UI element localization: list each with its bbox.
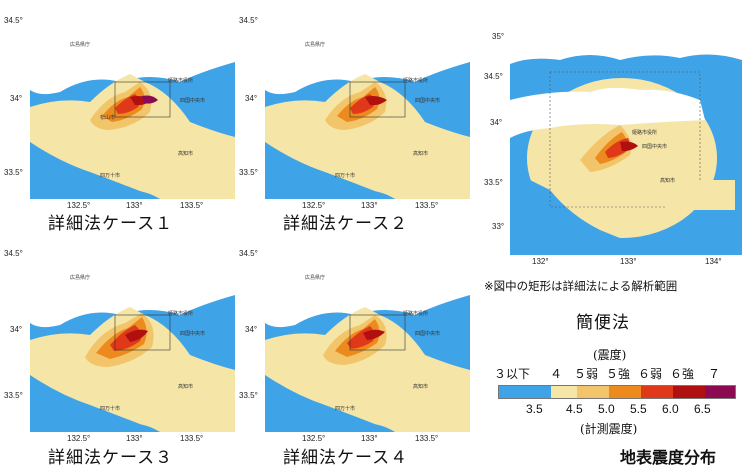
legend-value-2: 4.5 — [566, 402, 583, 416]
legend-color-bar — [498, 385, 736, 399]
y-tick-2: 34° — [10, 94, 23, 103]
svg-text:姫路市役所: 姫路市役所 — [168, 310, 193, 317]
svg-text:高知市: 高知市 — [413, 150, 428, 157]
case-1-label: 詳細法ケース１ — [48, 214, 174, 234]
legend-value-6: 6.5 — [694, 402, 711, 416]
intensity-legend: (震度) ３以下 ４ ５弱 ５強 ６弱 ６強 ７ 3.5 4.5 5.0 5.5… — [490, 348, 745, 437]
y-tick-3: 33.5° — [4, 391, 23, 400]
legend-swatch-5 — [641, 386, 673, 398]
x-tick-2: 133° — [126, 201, 143, 210]
svg-text:松山市: 松山市 — [100, 114, 115, 121]
map-case-1-image: 広島県庁 姫路市役所 四国中央市 高知市 四万十市 松山市 — [30, 12, 235, 199]
legend-class-3: ５弱 — [574, 367, 599, 381]
svg-text:姫路市役所: 姫路市役所 — [403, 310, 428, 317]
x-tick-3: 133.5° — [180, 201, 204, 210]
svg-text:姫路市役所: 姫路市役所 — [632, 129, 657, 136]
y-tick-1: 34.5° — [239, 249, 258, 258]
map-case-4: 広島県庁 姫路市役所 四国中央市 高知市 四万十市 34.5° 34° 33.5… — [239, 245, 470, 443]
map-case-2-image: 広島県庁 姫路市役所 四国中央市 高知市 四万十市 — [265, 12, 470, 199]
y-tick-3: 33.5° — [239, 168, 258, 177]
legend-value-1: 3.5 — [526, 402, 543, 416]
svg-text:広島県庁: 広島県庁 — [305, 41, 325, 48]
legend-class-4: ５強 — [606, 367, 631, 381]
y-tick-2: 34.5° — [484, 72, 503, 81]
map-simple-method-image: 姫路市役所 四国中央市 高知市 — [510, 30, 742, 255]
map-case-1: 広島県庁 姫路市役所 四国中央市 高知市 四万十市 松山市 34.5° 34° … — [4, 12, 235, 210]
legend-class-7: ７ — [708, 367, 721, 381]
x-tick-3: 133.5° — [415, 434, 439, 443]
map-case-2: 広島県庁 姫路市役所 四国中央市 高知市 四万十市 34.5° 34° 33.5… — [239, 12, 470, 210]
y-tick-3: 34° — [490, 118, 503, 127]
legend-swatch-7 — [705, 386, 735, 398]
svg-text:四国中央市: 四国中央市 — [415, 330, 440, 337]
svg-text:高知市: 高知市 — [178, 150, 193, 157]
legend-value-5: 6.0 — [662, 402, 679, 416]
legend-value-4: 5.5 — [630, 402, 647, 416]
svg-text:広島県庁: 広島県庁 — [70, 41, 90, 48]
svg-text:高知市: 高知市 — [660, 177, 675, 184]
legend-caption-measured: (計測震度) — [580, 422, 638, 436]
y-tick-2: 34° — [245, 94, 258, 103]
legend-swatch-3 — [577, 386, 609, 398]
svg-text:高知市: 高知市 — [178, 383, 193, 390]
x-tick-2: 133° — [126, 434, 143, 443]
y-tick-1: 35° — [492, 32, 505, 41]
y-tick-3: 33.5° — [239, 391, 258, 400]
svg-text:四国中央市: 四国中央市 — [415, 97, 440, 104]
figure-title: 地表震度分布 — [620, 448, 717, 467]
svg-text:四万十市: 四万十市 — [335, 172, 355, 179]
case-3-label: 詳細法ケース３ — [48, 448, 174, 468]
legend-swatch-4 — [609, 386, 641, 398]
y-tick-1: 34.5° — [4, 16, 23, 25]
x-tick-3: 134° — [705, 257, 722, 266]
map-case-3-image: 広島県庁 姫路市役所 四国中央市 高知市 四万十市 — [30, 245, 235, 432]
svg-text:姫路市役所: 姫路市役所 — [403, 77, 428, 84]
y-tick-3: 33.5° — [4, 168, 23, 177]
svg-text:四万十市: 四万十市 — [100, 172, 120, 179]
analysis-range-note: ※図中の矩形は詳細法による解析範囲 — [484, 279, 678, 293]
x-tick-1: 132.5° — [67, 201, 91, 210]
legend-class-2: ４ — [550, 367, 563, 381]
y-tick-5: 33° — [492, 222, 505, 231]
map-case-4-image: 広島県庁 姫路市役所 四国中央市 高知市 四万十市 — [265, 245, 470, 432]
svg-text:四万十市: 四万十市 — [335, 405, 355, 412]
legend-class-6: ６強 — [670, 367, 695, 381]
x-tick-1: 132.5° — [302, 201, 326, 210]
simple-method-label: 簡便法 — [576, 313, 630, 333]
svg-text:広島県庁: 広島県庁 — [305, 274, 325, 281]
y-tick-1: 34.5° — [239, 16, 258, 25]
case-4-label: 詳細法ケース４ — [283, 448, 409, 468]
legend-class-5: ６弱 — [638, 367, 663, 381]
x-tick-2: 133° — [620, 257, 637, 266]
x-tick-1: 132.5° — [67, 434, 91, 443]
svg-text:姫路市役所: 姫路市役所 — [168, 77, 193, 84]
legend-swatch-6 — [673, 386, 705, 398]
x-tick-2: 133° — [361, 201, 378, 210]
legend-value-3: 5.0 — [598, 402, 615, 416]
svg-text:広島県庁: 広島県庁 — [70, 274, 90, 281]
y-tick-1: 34.5° — [4, 249, 23, 258]
x-tick-3: 133.5° — [415, 201, 439, 210]
legend-class-1: ３以下 — [494, 367, 531, 381]
legend-swatch-1 — [499, 386, 551, 398]
map-case-3: 広島県庁 姫路市役所 四国中央市 高知市 四万十市 34.5° 34° 33.5… — [4, 245, 235, 443]
x-tick-1: 132.5° — [302, 434, 326, 443]
svg-text:四国中央市: 四国中央市 — [180, 330, 205, 337]
legend-swatch-2 — [551, 386, 577, 398]
x-tick-2: 133° — [361, 434, 378, 443]
y-tick-2: 34° — [10, 325, 23, 334]
y-tick-2: 34° — [245, 325, 258, 334]
x-tick-3: 133.5° — [180, 434, 204, 443]
x-tick-1: 132° — [532, 257, 549, 266]
svg-text:四国中央市: 四国中央市 — [180, 97, 205, 104]
case-2-label: 詳細法ケース２ — [283, 214, 409, 234]
y-tick-4: 33.5° — [484, 178, 503, 187]
svg-text:四国中央市: 四国中央市 — [642, 143, 667, 150]
svg-text:高知市: 高知市 — [413, 383, 428, 390]
legend-caption-intensity: (震度) — [593, 348, 627, 362]
map-simple-method: 姫路市役所 四国中央市 高知市 35° 34.5° 34° 33.5° 33° … — [484, 30, 742, 266]
svg-text:四万十市: 四万十市 — [100, 405, 120, 412]
